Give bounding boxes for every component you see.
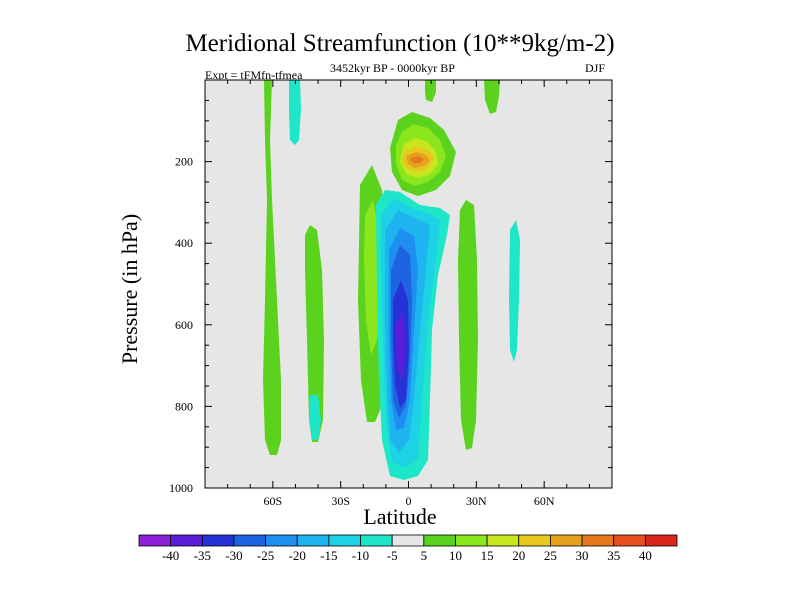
y-tick-label: 1000: [169, 481, 193, 495]
axis-tick-labels: 60S 30S 0 30N 60N 200 400 600 800 1000: [169, 155, 555, 508]
contour-southmid-band: [305, 225, 324, 442]
colorbar-swatch: [138, 534, 172, 547]
contour-fills: [263, 80, 520, 480]
colorbar-label: -5: [387, 548, 398, 563]
contour-north-streak-top: [425, 80, 436, 102]
colorbar-swatch: [170, 534, 203, 547]
colorbar-label: 25: [544, 548, 557, 563]
colorbar-label: 5: [421, 548, 428, 563]
colorbar-label: -25: [257, 548, 274, 563]
contour-south-streak-b: [289, 80, 301, 145]
colorbar-label: -15: [320, 548, 337, 563]
chart-title: Meridional Streamfunction (10**9kg/m-2): [185, 30, 615, 57]
colorbar-swatch: [233, 534, 266, 547]
colorbar-swatch: [518, 534, 551, 547]
colorbar-label: -40: [162, 548, 179, 563]
contour-north-top-right: [484, 80, 500, 114]
colorbar-swatch: [265, 534, 298, 547]
contour-neg-35: [396, 312, 405, 380]
y-tick-label: 200: [175, 155, 193, 169]
x-axis-label: Latitude: [363, 504, 437, 529]
colorbar-swatch: [550, 534, 583, 547]
colorbar-label: 30: [576, 548, 589, 563]
experiment-label: Expt = tFMfn-tfmea: [205, 68, 303, 82]
axis-ticks: [205, 80, 612, 489]
contour-pos-30: [410, 156, 424, 163]
colorbar-label: 15: [481, 548, 494, 563]
x-tick-label: 60N: [534, 494, 555, 508]
colorbar-swatch: [455, 534, 488, 547]
x-tick-label: 30N: [466, 494, 487, 508]
colorbar-label: -10: [352, 548, 369, 563]
x-tick-label: 60S: [263, 494, 282, 508]
contour-north-teal: [509, 220, 520, 362]
contour-south-streak-a: [263, 80, 281, 455]
contour-southmid-teal: [309, 395, 321, 440]
y-tick-label: 800: [175, 399, 193, 413]
colorbar-swatch: [581, 534, 615, 547]
contour-subtropic-yellow: [364, 200, 380, 355]
x-tick-label: 30S: [331, 494, 350, 508]
colorbar-label: -30: [225, 548, 242, 563]
colorbar-swatch: [486, 534, 520, 547]
colorbar-swatch: [613, 534, 646, 547]
colorbar-label: 20: [512, 548, 525, 563]
colorbar-label: 40: [639, 548, 652, 563]
season-label: DJF: [585, 61, 606, 75]
period-label: 3452kyr BP - 0000kyr BP: [330, 61, 455, 75]
colorbar-swatch: [423, 534, 456, 547]
y-tick-label: 600: [175, 318, 193, 332]
y-tick-label: 400: [175, 236, 193, 250]
x-tick-label: 0: [406, 494, 412, 508]
colorbar: -40 -35 -30 -25 -20 -15 -10 -5 5 10 15 20 25 30 35 40: [138, 534, 678, 563]
contour-north-band: [458, 200, 478, 450]
colorbar-swatch: [391, 534, 425, 547]
colorbar-swatch: [296, 534, 330, 547]
colorbar-swatch: [360, 534, 393, 547]
colorbar-label: 10: [449, 548, 462, 563]
colorbar-swatch: [201, 534, 235, 547]
colorbar-label: -20: [289, 548, 306, 563]
colorbar-swatch: [644, 534, 678, 547]
colorbar-swatch: [328, 534, 361, 547]
colorbar-label: -35: [194, 548, 211, 563]
colorbar-label: 35: [607, 548, 620, 563]
